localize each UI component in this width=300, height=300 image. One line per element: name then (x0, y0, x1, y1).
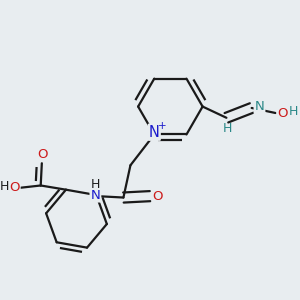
Text: H: H (91, 178, 100, 191)
Text: H: H (289, 105, 298, 118)
Text: H: H (0, 180, 9, 193)
Text: N: N (91, 188, 100, 202)
Text: N: N (149, 125, 160, 140)
Text: H: H (223, 122, 232, 135)
Text: O: O (153, 190, 163, 202)
Text: O: O (37, 148, 48, 161)
Text: O: O (9, 181, 20, 194)
Text: +: + (158, 121, 167, 131)
Text: O: O (278, 106, 288, 119)
Text: N: N (255, 100, 264, 113)
